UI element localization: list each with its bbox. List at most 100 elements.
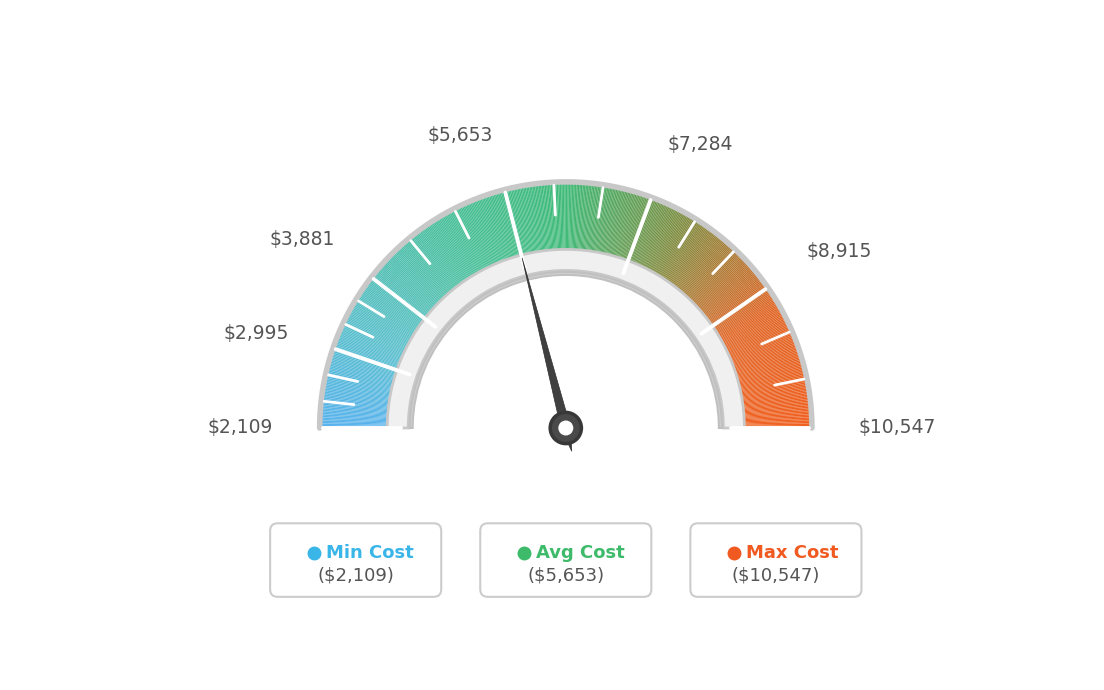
Wedge shape	[712, 323, 789, 360]
Wedge shape	[431, 222, 477, 293]
Wedge shape	[321, 395, 405, 408]
Wedge shape	[651, 219, 698, 291]
Wedge shape	[520, 186, 537, 269]
Wedge shape	[657, 224, 705, 295]
Wedge shape	[678, 250, 736, 311]
Wedge shape	[643, 211, 683, 286]
Wedge shape	[596, 186, 614, 269]
Wedge shape	[668, 237, 722, 302]
Wedge shape	[383, 262, 446, 319]
Wedge shape	[651, 219, 697, 290]
Wedge shape	[682, 257, 744, 316]
Wedge shape	[671, 241, 728, 306]
Wedge shape	[323, 384, 406, 400]
Wedge shape	[616, 194, 644, 274]
Wedge shape	[395, 250, 454, 311]
Wedge shape	[582, 183, 592, 267]
Wedge shape	[358, 296, 429, 342]
Wedge shape	[358, 295, 429, 341]
Wedge shape	[684, 259, 746, 318]
Wedge shape	[668, 237, 723, 303]
Wedge shape	[703, 297, 775, 343]
Wedge shape	[721, 358, 803, 383]
Wedge shape	[367, 282, 435, 333]
Wedge shape	[714, 328, 792, 363]
Wedge shape	[570, 182, 574, 266]
Wedge shape	[350, 308, 424, 350]
Wedge shape	[410, 272, 722, 428]
Wedge shape	[683, 258, 745, 317]
Wedge shape	[723, 368, 805, 390]
Wedge shape	[453, 208, 492, 284]
Wedge shape	[658, 226, 707, 295]
Wedge shape	[320, 414, 404, 420]
Wedge shape	[402, 244, 458, 307]
Wedge shape	[473, 199, 506, 278]
Wedge shape	[388, 249, 744, 428]
Wedge shape	[510, 188, 530, 270]
Wedge shape	[708, 308, 782, 350]
Wedge shape	[524, 185, 540, 268]
Wedge shape	[503, 190, 526, 271]
Wedge shape	[364, 284, 434, 335]
Wedge shape	[361, 291, 432, 339]
Wedge shape	[373, 273, 439, 327]
Wedge shape	[634, 205, 670, 282]
Wedge shape	[593, 186, 609, 268]
Wedge shape	[673, 244, 731, 308]
Wedge shape	[343, 322, 420, 359]
FancyBboxPatch shape	[480, 523, 651, 597]
Wedge shape	[659, 226, 708, 296]
Wedge shape	[723, 367, 805, 388]
Wedge shape	[676, 246, 733, 309]
Wedge shape	[710, 315, 785, 355]
Wedge shape	[709, 313, 785, 353]
Wedge shape	[698, 286, 767, 335]
Wedge shape	[655, 222, 701, 293]
Wedge shape	[516, 187, 533, 269]
Wedge shape	[556, 182, 561, 266]
Wedge shape	[692, 275, 760, 328]
Wedge shape	[718, 342, 797, 372]
Wedge shape	[725, 385, 808, 401]
Wedge shape	[595, 186, 612, 269]
Wedge shape	[325, 377, 407, 395]
Wedge shape	[512, 188, 531, 270]
Wedge shape	[625, 199, 657, 277]
Wedge shape	[721, 359, 803, 384]
Wedge shape	[721, 355, 802, 381]
Wedge shape	[694, 277, 762, 329]
Wedge shape	[368, 281, 436, 332]
Wedge shape	[602, 188, 623, 270]
Wedge shape	[459, 206, 497, 282]
Wedge shape	[725, 388, 809, 403]
Wedge shape	[680, 253, 740, 313]
Wedge shape	[463, 204, 499, 281]
Wedge shape	[404, 241, 460, 306]
Wedge shape	[320, 420, 404, 424]
Wedge shape	[390, 255, 450, 315]
Wedge shape	[705, 303, 778, 346]
Wedge shape	[726, 395, 810, 408]
Wedge shape	[530, 184, 543, 268]
Wedge shape	[349, 310, 423, 352]
Wedge shape	[394, 250, 454, 312]
Text: $8,915: $8,915	[806, 242, 871, 261]
Wedge shape	[677, 248, 735, 310]
Wedge shape	[535, 184, 546, 267]
Wedge shape	[709, 312, 784, 353]
Wedge shape	[691, 273, 757, 326]
Wedge shape	[321, 394, 405, 406]
Wedge shape	[569, 182, 572, 266]
Wedge shape	[687, 264, 751, 321]
Wedge shape	[490, 193, 517, 274]
Text: $2,995: $2,995	[223, 324, 289, 343]
Wedge shape	[351, 307, 425, 349]
Wedge shape	[678, 250, 737, 312]
Wedge shape	[711, 319, 787, 357]
Wedge shape	[726, 391, 809, 404]
Wedge shape	[426, 224, 475, 295]
Wedge shape	[654, 221, 700, 293]
Wedge shape	[633, 204, 669, 281]
Wedge shape	[360, 292, 431, 339]
